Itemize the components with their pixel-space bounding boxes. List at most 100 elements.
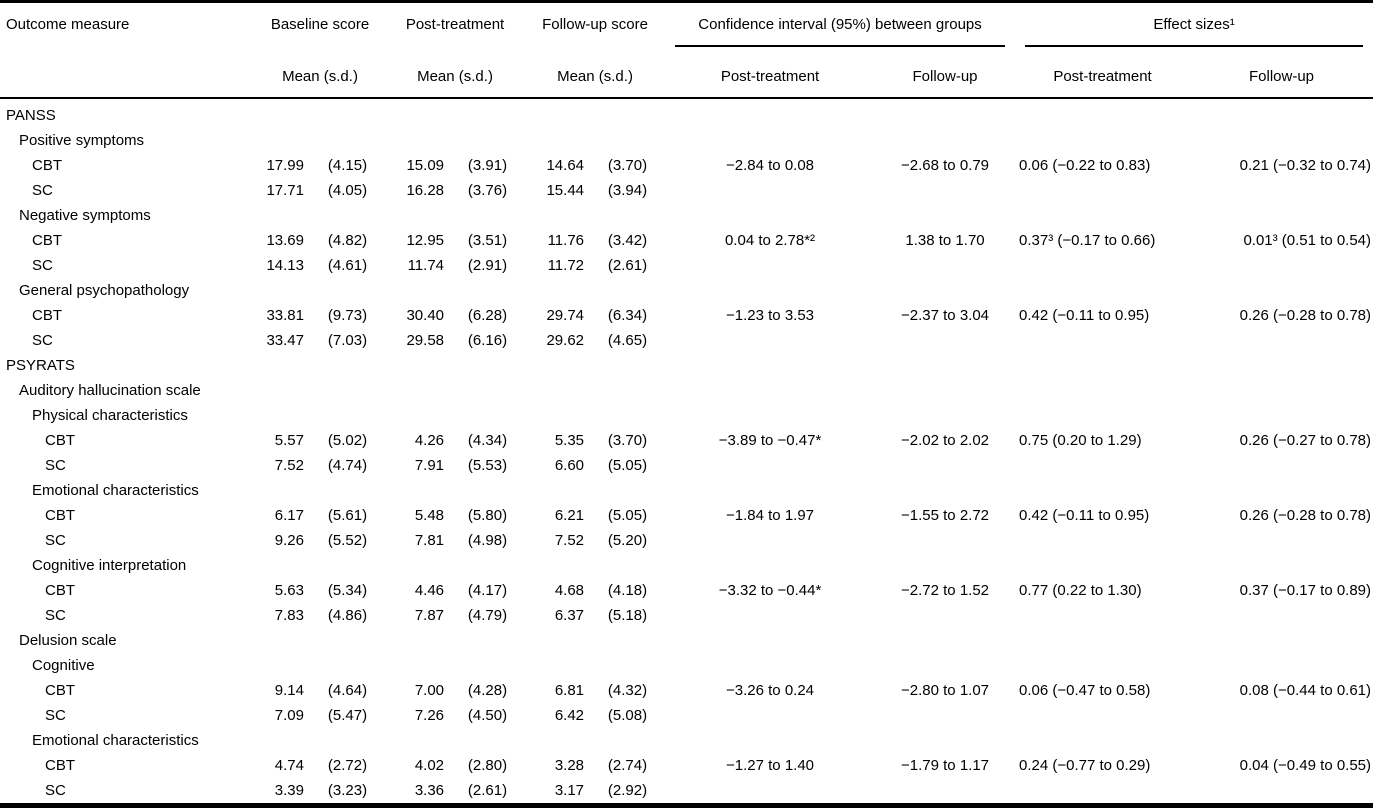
- effect-size-post-treatment-cell: [1015, 528, 1190, 553]
- outcome-label-cell: CBT: [32, 307, 62, 324]
- post-treatment-sd-cell: [450, 203, 525, 228]
- ci-post-treatment-cell: [665, 778, 875, 806]
- effect-size-post-treatment-cell: [1015, 128, 1190, 153]
- baseline-mean-cell: 7.09: [274, 707, 304, 724]
- table-row: Positive symptoms: [0, 128, 1373, 153]
- baseline-mean-cell: [255, 378, 310, 403]
- column-header-outcome-measure: Outcome measure: [0, 1, 255, 99]
- post-treatment-mean-cell: 7.87: [414, 607, 445, 624]
- post-treatment-sd-cell: [450, 128, 525, 153]
- baseline-sd-cell: [310, 478, 385, 503]
- follow-up-sd-cell: [590, 478, 665, 503]
- baseline-mean-cell: [255, 628, 310, 653]
- ci-post-treatment-cell: −2.84 to 0.08: [726, 157, 815, 174]
- subheader-post-mean-sd: Mean (s.d.): [385, 54, 526, 99]
- post-treatment-sd-cell: (4.28): [467, 682, 508, 699]
- follow-up-sd-cell: [590, 378, 665, 403]
- ci-follow-up-cell: [875, 728, 1015, 753]
- follow-up-mean-cell: 11.72: [547, 257, 585, 274]
- effect-size-follow-up-cell: [1190, 178, 1373, 203]
- ci-follow-up-cell: −1.79 to 1.17: [901, 757, 990, 774]
- effect-size-follow-up-cell: [1190, 703, 1373, 728]
- ci-post-treatment-cell: [665, 453, 875, 478]
- post-treatment-sd-cell: [450, 653, 525, 678]
- baseline-sd-cell: [310, 553, 385, 578]
- follow-up-sd-cell: (5.08): [607, 707, 648, 724]
- table-row: Emotional characteristics: [0, 478, 1373, 503]
- table-row: CBT 5.57 (5.02) 4.26 (4.34) 5.35 (3.70) …: [0, 428, 1373, 453]
- subheader-es-post-treatment: Post-treatment: [1015, 54, 1191, 99]
- outcome-label-cell: PANSS: [6, 107, 56, 124]
- follow-up-sd-cell: [590, 553, 665, 578]
- post-treatment-mean-cell: 5.48: [414, 507, 445, 524]
- post-treatment-sd-cell: [450, 98, 525, 128]
- outcome-label-cell: SC: [45, 782, 66, 799]
- follow-up-sd-cell: (3.70): [607, 432, 648, 449]
- post-treatment-sd-cell: (4.98): [467, 532, 508, 549]
- ci-follow-up-cell: [875, 478, 1015, 503]
- follow-up-sd-cell: [590, 728, 665, 753]
- effect-size-follow-up-cell: [1190, 603, 1373, 628]
- follow-up-mean-cell: [525, 628, 590, 653]
- follow-up-sd-cell: [590, 353, 665, 378]
- baseline-mean-cell: 33.47: [266, 332, 304, 349]
- post-treatment-mean-cell: [385, 128, 450, 153]
- baseline-sd-cell: (5.02): [327, 432, 368, 449]
- follow-up-sd-cell: (5.18): [607, 607, 648, 624]
- table-row: CBT 17.99 (4.15) 15.09 (3.91) 14.64 (3.7…: [0, 153, 1373, 178]
- outcome-label-cell: Auditory hallucination scale: [19, 382, 201, 399]
- post-treatment-sd-cell: (6.28): [467, 307, 508, 324]
- ci-follow-up-cell: [875, 328, 1015, 353]
- ci-follow-up-cell: −2.02 to 2.02: [901, 432, 990, 449]
- table-header: Outcome measure Baseline score Post-trea…: [0, 1, 1373, 99]
- ci-follow-up-cell: [875, 628, 1015, 653]
- table-row: Negative symptoms: [0, 203, 1373, 228]
- ci-post-treatment-cell: [665, 553, 875, 578]
- table-row: SC 7.52 (4.74) 7.91 (5.53) 6.60 (5.05): [0, 453, 1373, 478]
- follow-up-sd-cell: (2.61): [607, 257, 648, 274]
- outcome-label-cell: Positive symptoms: [19, 132, 145, 149]
- post-treatment-sd-cell: (2.61): [467, 782, 508, 799]
- follow-up-mean-cell: 6.37: [554, 607, 585, 624]
- ci-post-treatment-cell: [665, 628, 875, 653]
- ci-post-treatment-cell: [665, 528, 875, 553]
- follow-up-sd-cell: (3.70): [607, 157, 648, 174]
- effect-size-post-treatment-cell: [1015, 603, 1190, 628]
- post-treatment-mean-cell: [385, 203, 450, 228]
- post-treatment-mean-cell: [385, 353, 450, 378]
- effect-size-post-treatment-cell: [1015, 203, 1190, 228]
- table-row: SC 7.09 (5.47) 7.26 (4.50) 6.42 (5.08): [0, 703, 1373, 728]
- ci-post-treatment-cell: −3.26 to 0.24: [726, 682, 815, 699]
- table-row: SC 7.83 (4.86) 7.87 (4.79) 6.37 (5.18): [0, 603, 1373, 628]
- ci-post-treatment-cell: [665, 603, 875, 628]
- effect-sizes-group-rule: [1025, 45, 1364, 47]
- post-treatment-mean-cell: 15.09: [406, 157, 445, 174]
- follow-up-mean-cell: 7.52: [554, 532, 585, 549]
- post-treatment-mean-cell: 4.26: [414, 432, 445, 449]
- effect-size-follow-up-cell: [1190, 403, 1373, 428]
- baseline-sd-cell: (3.23): [327, 782, 368, 799]
- column-group-effect-sizes: Effect sizes¹: [1015, 2, 1373, 55]
- follow-up-sd-cell: (3.42): [607, 232, 648, 249]
- effect-size-post-treatment-cell: 0.75 (0.20 to 1.29): [1019, 432, 1142, 449]
- outcome-label-cell: SC: [45, 607, 66, 624]
- effect-sizes-group-label: Effect sizes¹: [1153, 16, 1235, 33]
- effect-size-follow-up-cell: [1190, 328, 1373, 353]
- baseline-sd-cell: (4.64): [327, 682, 368, 699]
- ci-follow-up-cell: 1.38 to 1.70: [905, 232, 985, 249]
- ci-post-treatment-cell: [665, 328, 875, 353]
- baseline-mean-cell: 5.63: [274, 582, 304, 599]
- follow-up-mean-cell: [525, 478, 590, 503]
- baseline-mean-cell: [255, 278, 310, 303]
- effect-size-post-treatment-cell: [1015, 278, 1190, 303]
- follow-up-sd-cell: (4.65): [607, 332, 648, 349]
- follow-up-sd-cell: (6.34): [607, 307, 648, 324]
- baseline-sd-cell: [310, 628, 385, 653]
- ci-post-treatment-cell: [665, 203, 875, 228]
- post-treatment-mean-cell: [385, 628, 450, 653]
- post-treatment-sd-cell: [450, 278, 525, 303]
- ci-post-treatment-cell: [665, 353, 875, 378]
- baseline-mean-cell: 9.26: [274, 532, 304, 549]
- ci-follow-up-cell: −1.55 to 2.72: [901, 507, 990, 524]
- follow-up-mean-cell: [525, 403, 590, 428]
